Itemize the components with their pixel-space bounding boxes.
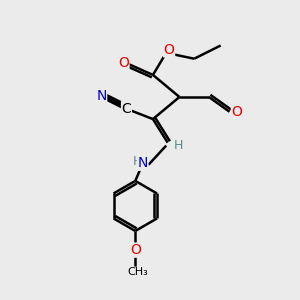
- Text: C: C: [122, 102, 131, 116]
- Text: O: O: [118, 56, 129, 70]
- Text: O: O: [130, 243, 141, 257]
- Text: H: H: [133, 155, 142, 168]
- Text: O: O: [164, 43, 175, 57]
- Text: CH₃: CH₃: [128, 267, 148, 277]
- Text: H: H: [173, 139, 183, 152]
- Text: N: N: [137, 156, 148, 170]
- Text: O: O: [231, 105, 242, 119]
- Text: N: N: [96, 88, 106, 103]
